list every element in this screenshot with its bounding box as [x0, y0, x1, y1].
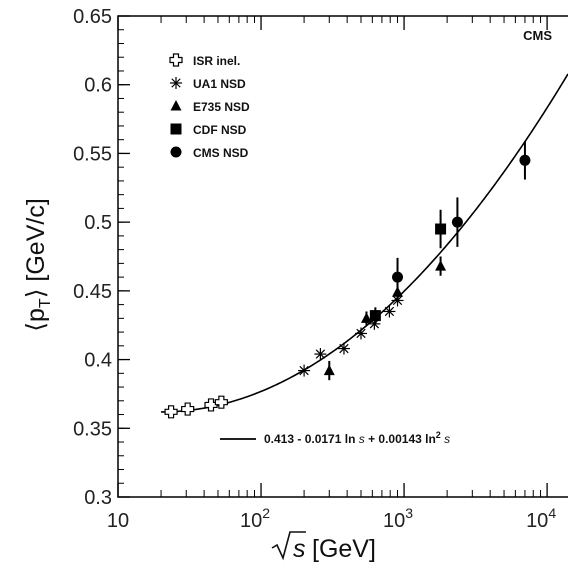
y-axis-title-main: ⟨p [22, 308, 50, 332]
asterisk-stroke [171, 78, 181, 88]
data-point [451, 216, 463, 228]
fit-curve [161, 73, 568, 413]
fit-formula-s2: s [441, 432, 450, 446]
fit-formula: 0.413 - 0.0171 ln s + 0.00143 ln2 s [264, 430, 450, 446]
y-tick-label: 0.4 [84, 350, 112, 372]
data-point [323, 364, 335, 376]
y-tick-label: 0.45 [73, 281, 112, 303]
x-tick-label: 103 [383, 505, 413, 532]
legend-marker [170, 146, 182, 158]
x-tick-label: 10 [107, 510, 129, 532]
data-point [435, 260, 447, 271]
fit-formula-prefix: 0.413 - 0.0171 ln [264, 432, 359, 446]
x-axis-title-unit: [GeV] [312, 535, 376, 563]
y-tick-label: 0.6 [84, 75, 112, 97]
fit-formula-sup: 2 [436, 430, 441, 440]
series-open-cross [164, 395, 228, 419]
data-point [355, 327, 368, 340]
series-filled-circle [392, 141, 531, 297]
legend-label: UA1 NSD [193, 77, 246, 91]
x-tick-label: 104 [526, 505, 556, 532]
data-point [164, 405, 178, 419]
asterisk-stroke [339, 343, 349, 354]
legend-label: ISR inel. [193, 54, 240, 68]
asterisk-stroke [299, 365, 309, 376]
series-filled-square [369, 209, 447, 324]
legend-label: CMS NSD [193, 146, 249, 160]
x-axis-title: s [GeV] [271, 531, 376, 563]
data-point [214, 395, 228, 409]
asterisk-stroke [384, 306, 395, 317]
legend-label: CDF NSD [193, 123, 247, 137]
y-axis-title-unit: ⟩ [GeV/c] [22, 198, 50, 298]
experiment-label: CMS [523, 28, 552, 43]
data-point [204, 398, 218, 412]
legend-marker [170, 77, 182, 89]
y-axis-title: ⟨pT⟩ [GeV/c] [22, 198, 54, 332]
data-points-layer [164, 141, 531, 419]
legend-marker [169, 53, 183, 67]
sqrt-symbol [271, 531, 306, 561]
y-tick-label: 0.55 [73, 143, 112, 165]
data-point [181, 402, 195, 416]
plot-frame [117, 15, 568, 498]
y-tick-label: 0.65 [73, 6, 112, 28]
x-tick-label: 102 [240, 505, 270, 532]
fit-legend: 0.413 - 0.0171 ln s + 0.00143 ln2 s [220, 430, 450, 446]
legend-label: E735 NSD [193, 100, 250, 114]
data-point [435, 223, 447, 235]
data-point [369, 310, 381, 322]
y-axis-title-sub: T [37, 298, 54, 308]
data-point [519, 154, 531, 166]
legend-marker [170, 100, 182, 111]
legend-marker [170, 123, 182, 135]
y-tick-label: 0.35 [73, 418, 112, 440]
y-tick-label: 0.5 [84, 212, 112, 234]
data-point [337, 342, 350, 355]
data-point [314, 348, 327, 361]
axes: 0.3 0.35 0.4 0.45 0.5 0.55 0.6 0.65 10 102 103 104 [73, 6, 568, 532]
x-axis-title-root: s [293, 535, 306, 563]
asterisk-stroke [315, 349, 326, 359]
legend: ISR inel. UA1 NSD E735 NSD CDF NSD CMS NSD [169, 53, 250, 160]
data-point [392, 271, 404, 283]
data-point [360, 312, 372, 323]
series-filled-triangle [323, 256, 447, 381]
fit-formula-s1: s [359, 432, 365, 446]
y-tick-label: 0.3 [84, 487, 112, 509]
data-point [298, 364, 311, 377]
fit-curve-layer [161, 73, 568, 413]
fit-formula-mid: + 0.00143 ln [365, 432, 436, 446]
asterisk-stroke [356, 328, 366, 339]
data-point [383, 305, 396, 318]
